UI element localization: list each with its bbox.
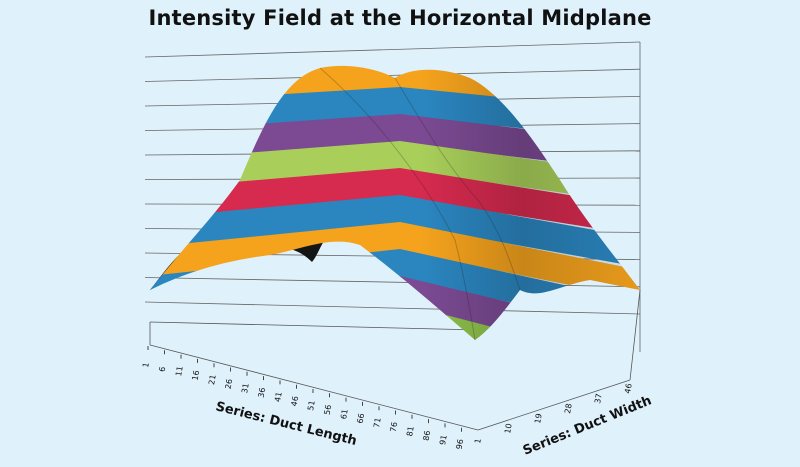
x-tick-label: 1 — [141, 362, 151, 369]
x-tick-label: 91 — [438, 434, 449, 446]
x-tick-label: 31 — [240, 383, 251, 395]
x-tick-label: 46 — [290, 395, 301, 407]
x-tick-label: 96 — [455, 438, 466, 450]
gridline — [144, 68, 641, 82]
y-tick-label: 37 — [593, 393, 604, 405]
x-tick-label: 61 — [339, 408, 350, 420]
y-tick-label: 46 — [623, 383, 634, 395]
x-tick-label: 66 — [356, 413, 367, 425]
x-tick-label: 36 — [257, 387, 268, 399]
surface-band — [150, 276, 640, 340]
x-tick-label: 56 — [323, 404, 334, 416]
surface-band — [150, 303, 640, 340]
y-axis-label: Series: Duct Width — [521, 393, 654, 458]
x-tick-label: 51 — [306, 400, 317, 412]
x-tick-label: 21 — [207, 374, 218, 386]
x-tick-label: 71 — [372, 417, 383, 429]
x-tick-label: 76 — [389, 421, 400, 433]
y-axis-ticks: 1 10 19 28 37 46 — [473, 383, 634, 445]
chart-title: Intensity Field at the Horizontal Midpla… — [148, 6, 652, 30]
x-tick-label: 86 — [422, 430, 433, 442]
ridge-lines — [319, 67, 521, 341]
x-tick-label: 81 — [405, 426, 416, 438]
surface-shading — [150, 65, 640, 340]
x-tick-label: 16 — [191, 370, 202, 382]
x-tick-label: 26 — [224, 378, 235, 390]
y-tick-label: 1 — [473, 438, 483, 445]
x-tick-label: 11 — [174, 365, 185, 377]
x-axis-ticks: 16 11 16 21 26 31 36 41 46 51 56 61 66 71 76 81 86 91 96 — [141, 346, 465, 450]
floor-outline — [149, 289, 641, 431]
x-axis-label: Series: Duct Length — [214, 399, 358, 449]
y-tick-label: 19 — [533, 413, 544, 425]
gridline — [144, 41, 641, 58]
y-tick-label: 28 — [563, 403, 574, 415]
y-tick-label: 10 — [503, 423, 514, 435]
x-tick-label: 6 — [158, 366, 168, 373]
x-tick-label: 41 — [273, 391, 284, 403]
gridline — [144, 301, 641, 315]
